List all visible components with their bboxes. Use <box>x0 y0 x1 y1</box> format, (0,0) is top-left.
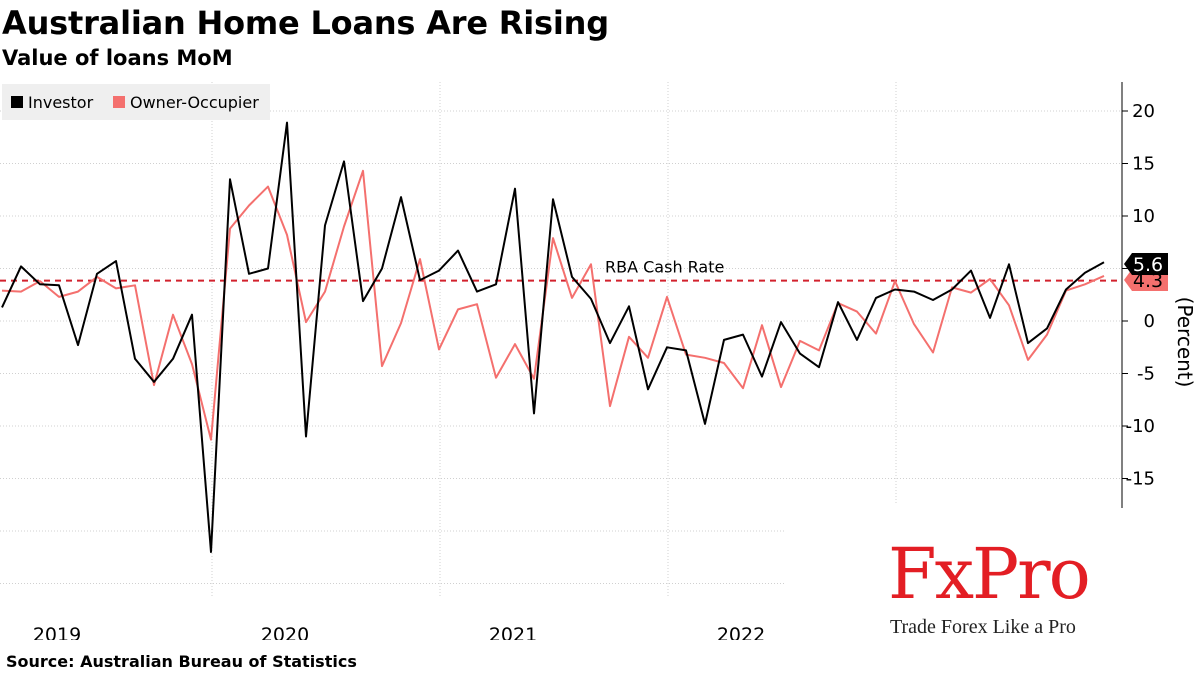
x-tick-label: 2022 <box>717 624 765 640</box>
value-tag-text: 5.6 <box>1133 254 1163 276</box>
chart-subtitle: Value of loans MoM <box>2 46 233 70</box>
legend-swatch-owner-occupier <box>113 96 125 108</box>
x-tick-labels: 2019 2020 2021 2022 <box>33 624 765 640</box>
value-tag-text: 4.3 <box>1133 270 1163 292</box>
y-axis-label: (Percent) <box>1173 297 1197 388</box>
series-line-owner-occupier <box>1 169 1105 441</box>
reference-line: RBA Cash Rate <box>0 258 1122 282</box>
fxpro-logo: FxPro Trade Forex Like a Pro <box>880 530 1120 650</box>
legend-label-investor: Investor <box>28 93 94 112</box>
y-tick-label: -10 <box>1126 416 1155 437</box>
series-line-investor <box>1 121 1105 553</box>
y-tick-label: 20 <box>1132 101 1155 122</box>
y-tick-label: 0 <box>1144 311 1155 332</box>
rba-cash-rate-label: RBA Cash Rate <box>605 258 724 277</box>
value-tag-shape <box>1124 253 1168 275</box>
fxpro-tagline: Trade Forex Like a Pro <box>890 616 1076 638</box>
x-tick-label: 2020 <box>261 624 309 640</box>
x-tick-label: 2019 <box>33 624 81 640</box>
series <box>1 121 1105 553</box>
line-chart: RBA Cash Rate 20151050-5-10-15 201920202… <box>0 82 1197 640</box>
legend: Investor Owner-Occupier <box>2 84 270 120</box>
chart-title: Australian Home Loans Are Rising <box>2 4 609 42</box>
source-note: Source: Australian Bureau of Statistics <box>6 652 357 671</box>
legend-item-owner-occupier: Owner-Occupier <box>113 93 259 112</box>
y-tick-labels: 20151050-5-10-15 <box>1122 101 1155 490</box>
y-tick-label: -5 <box>1137 364 1155 385</box>
fxpro-logo-text: FxPro <box>888 533 1091 615</box>
y-tick-label: -15 <box>1126 469 1155 490</box>
y-tick-label: 15 <box>1132 154 1155 175</box>
plot-mask <box>786 512 1122 637</box>
last-value-labels: 4.35.6 <box>1124 253 1168 292</box>
legend-swatch-investor <box>11 96 23 108</box>
x-tick-label: 2021 <box>489 624 537 640</box>
legend-item-investor: Investor <box>11 93 94 112</box>
value-tag-investor: 5.6 <box>1124 253 1168 276</box>
y-tick-label: 10 <box>1132 206 1155 227</box>
legend-background <box>2 84 270 120</box>
legend-label-owner-occupier: Owner-Occupier <box>130 93 259 112</box>
